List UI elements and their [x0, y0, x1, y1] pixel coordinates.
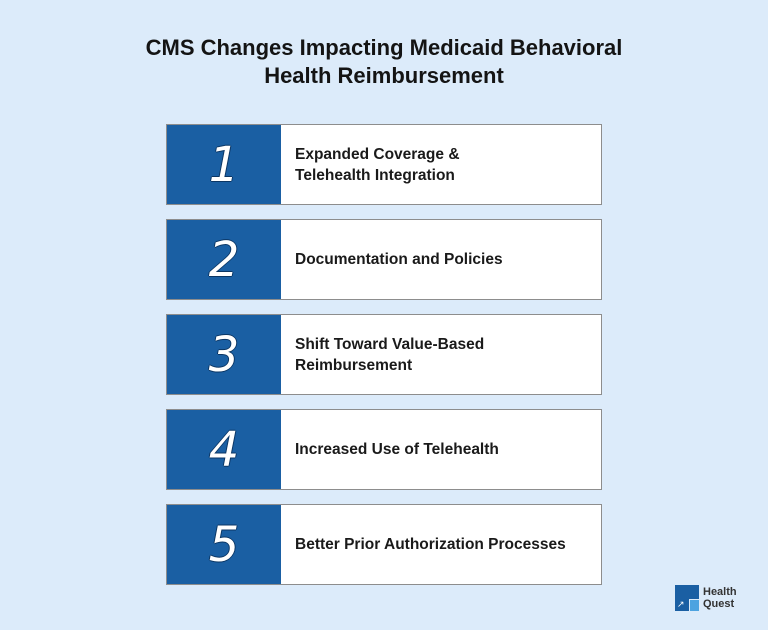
page-title: CMS Changes Impacting Medicaid Behaviora… — [145, 35, 623, 88]
logo-line2: Quest — [703, 598, 735, 610]
list-item: 4 Increased Use of Telehealth — [166, 409, 602, 490]
list-item: 1 Expanded Coverage & Telehealth Integra… — [166, 124, 602, 205]
item-number: 4 — [167, 410, 281, 489]
logo-text: Health Quest — [703, 586, 737, 610]
item-number: 2 — [167, 220, 281, 299]
item-label: Increased Use of Telehealth — [295, 441, 499, 458]
logo-mark-icon: ↗ — [675, 585, 699, 611]
logo-line1: Health — [703, 586, 737, 598]
item-label: Better Prior Authorization Processes — [295, 536, 566, 553]
item-number: 1 — [167, 125, 281, 204]
item-label: Shift Toward Value-Based Reimbursement — [295, 335, 485, 374]
item-number: 3 — [167, 315, 281, 394]
item-label: Expanded Coverage & Telehealth Integrati… — [295, 145, 460, 184]
item-label: Documentation and Policies — [295, 251, 503, 268]
item-number: 5 — [167, 505, 281, 584]
changes-list: 1 Expanded Coverage & Telehealth Integra… — [166, 124, 602, 599]
list-item: 5 Better Prior Authorization Processes — [166, 504, 602, 585]
list-item: 2 Documentation and Policies — [166, 219, 602, 300]
list-item: 3 Shift Toward Value-Based Reimbursement — [166, 314, 602, 395]
health-quest-logo: ↗ Health Quest — [675, 585, 737, 611]
